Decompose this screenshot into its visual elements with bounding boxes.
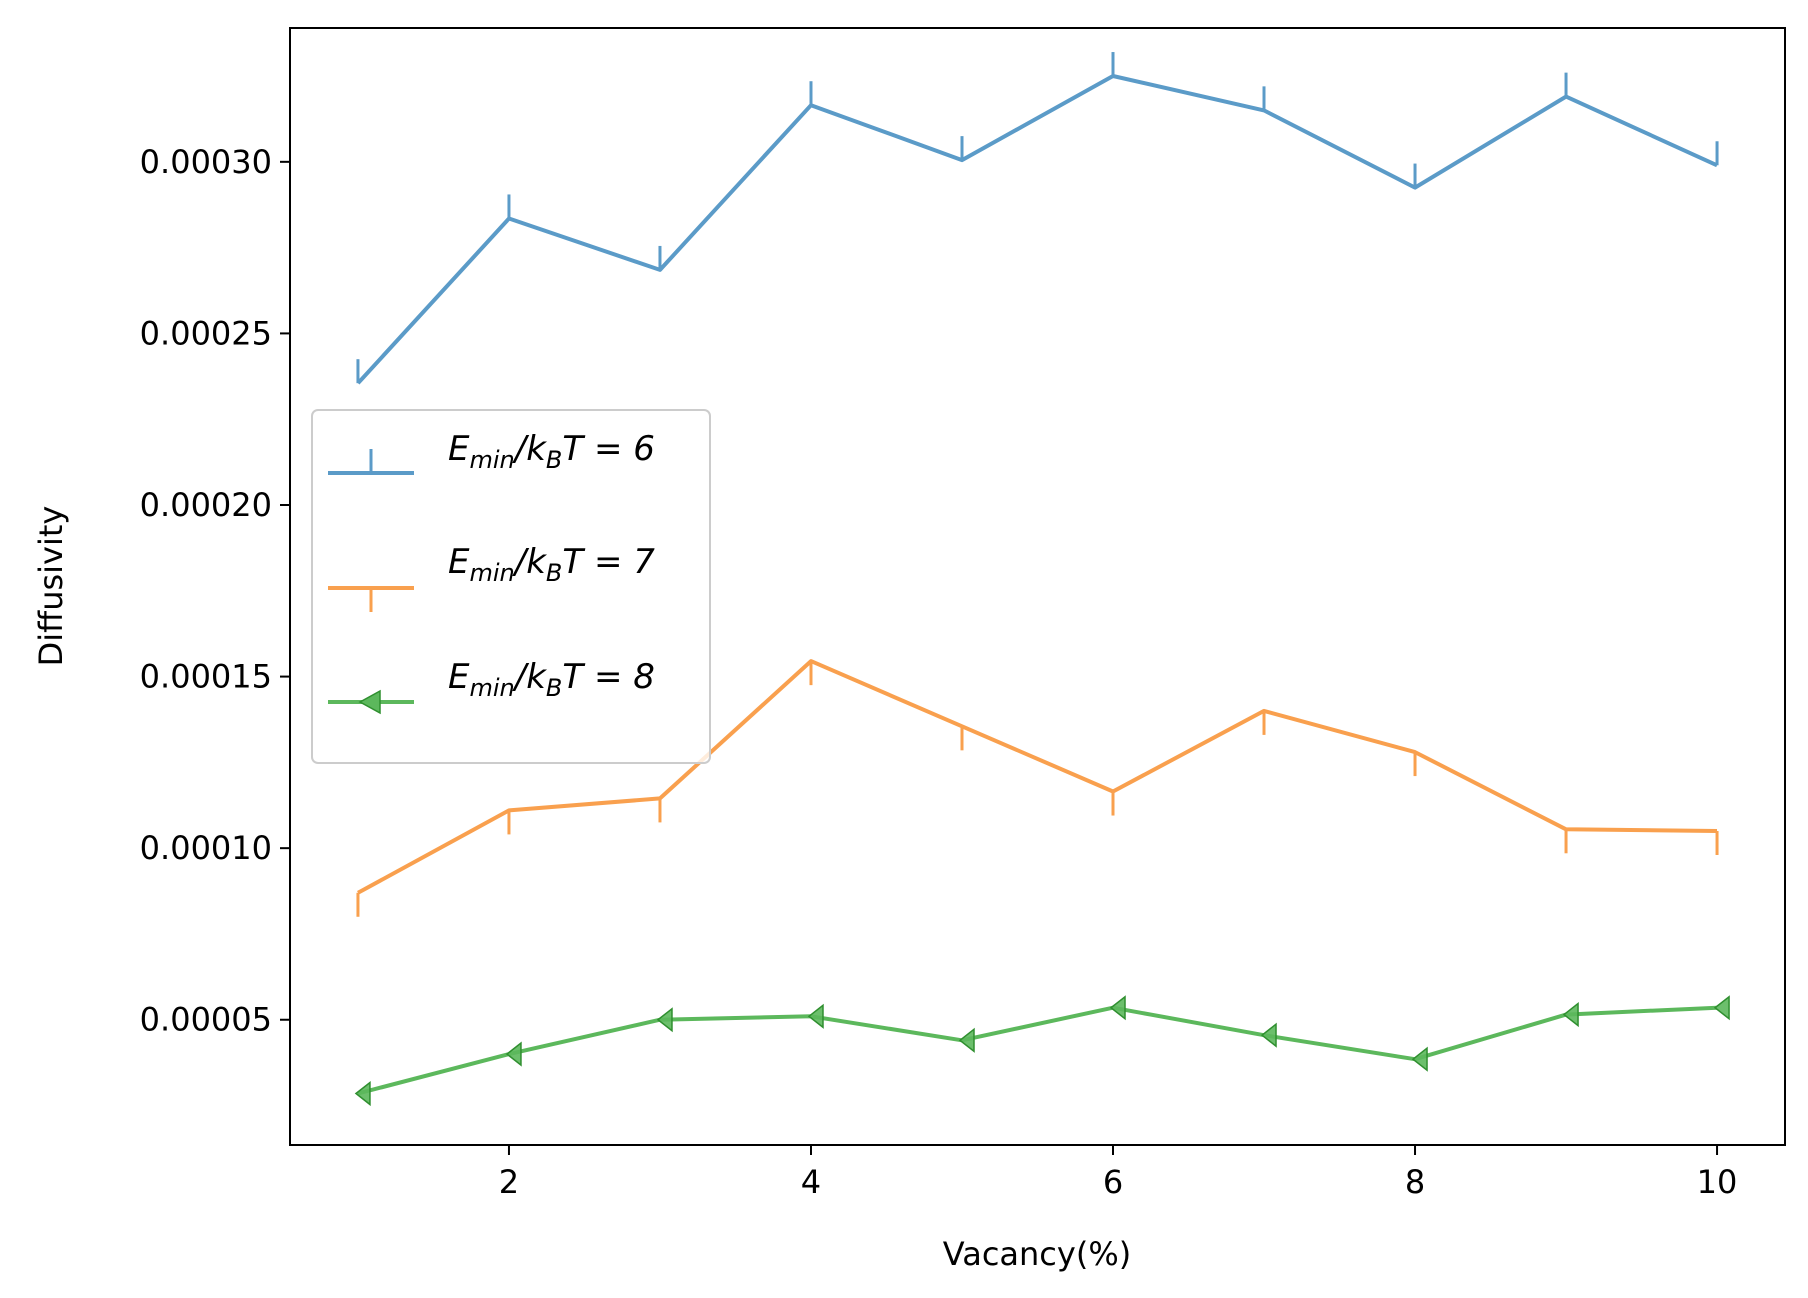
y-axis: 0.00005 0.00010 0.00015 0.00020 0.00025 0.000…: [140, 143, 290, 1039]
series-1: [356, 52, 1719, 385]
x-tick-label-5: 10: [1697, 1163, 1738, 1201]
legend-box: [311, 409, 711, 764]
series-line-1: [356, 74, 1718, 385]
x-tick-label-4: 8: [1405, 1163, 1425, 1201]
y-tick-label-5: 0.00025: [140, 314, 272, 352]
series-line-2: [357, 659, 1718, 895]
legend-label-3: Emin/kBT = 8: [448, 657, 655, 702]
data-point-s3-3: [656, 1007, 673, 1033]
data-point-s3-1: [354, 1080, 371, 1107]
y-tick-label-3: 0.00015: [140, 658, 272, 696]
series-layer: [354, 52, 1730, 1107]
series-line-3: [357, 1005, 1718, 1096]
legend-label-2: Emin/kBT = 7: [448, 542, 655, 587]
y-axis-label: Diffusivity: [32, 506, 70, 667]
data-point-s3-10: [1713, 995, 1730, 1021]
series-2: [356, 659, 1719, 917]
y-tick-label-4: 0.00020: [140, 486, 272, 524]
data-point-s3-5: [958, 1027, 975, 1053]
y-tick-label-1: 0.00005: [140, 1001, 272, 1039]
data-point-s3-4: [807, 1003, 824, 1029]
legend-entry-1: Emin/kBT = 6: [328, 429, 655, 475]
legend-entry-3: Emin/kBT = 8: [328, 657, 655, 715]
plot-frame: [289, 27, 1786, 1146]
y-tick-label-2: 0.00010: [140, 829, 272, 867]
data-point-s3-8: [1411, 1046, 1428, 1072]
x-axis-label: Vacancy(%): [943, 1235, 1131, 1273]
x-tick-label-2: 4: [801, 1163, 821, 1201]
data-point-s3-7: [1260, 1022, 1277, 1048]
legend-label-1: Emin/kBT = 6: [448, 429, 655, 474]
data-point-s3-6: [1109, 995, 1126, 1021]
x-axis: 2 4 6 8 10: [499, 1145, 1738, 1201]
y-tick-label-6: 0.00030: [140, 143, 272, 181]
data-point-s3-9: [1562, 1002, 1579, 1028]
x-tick-label-1: 2: [499, 1163, 519, 1201]
series-3: [354, 995, 1730, 1107]
x-tick-label-3: 6: [1103, 1163, 1123, 1201]
legend: Emin/kBT = 6 Emin/kBT = 7 Emin/kBT = 8: [311, 409, 711, 764]
data-point-s3-2: [505, 1041, 522, 1067]
legend-swatch-marker-3: [358, 689, 381, 715]
legend-entry-2: Emin/kBT = 7: [328, 542, 655, 612]
